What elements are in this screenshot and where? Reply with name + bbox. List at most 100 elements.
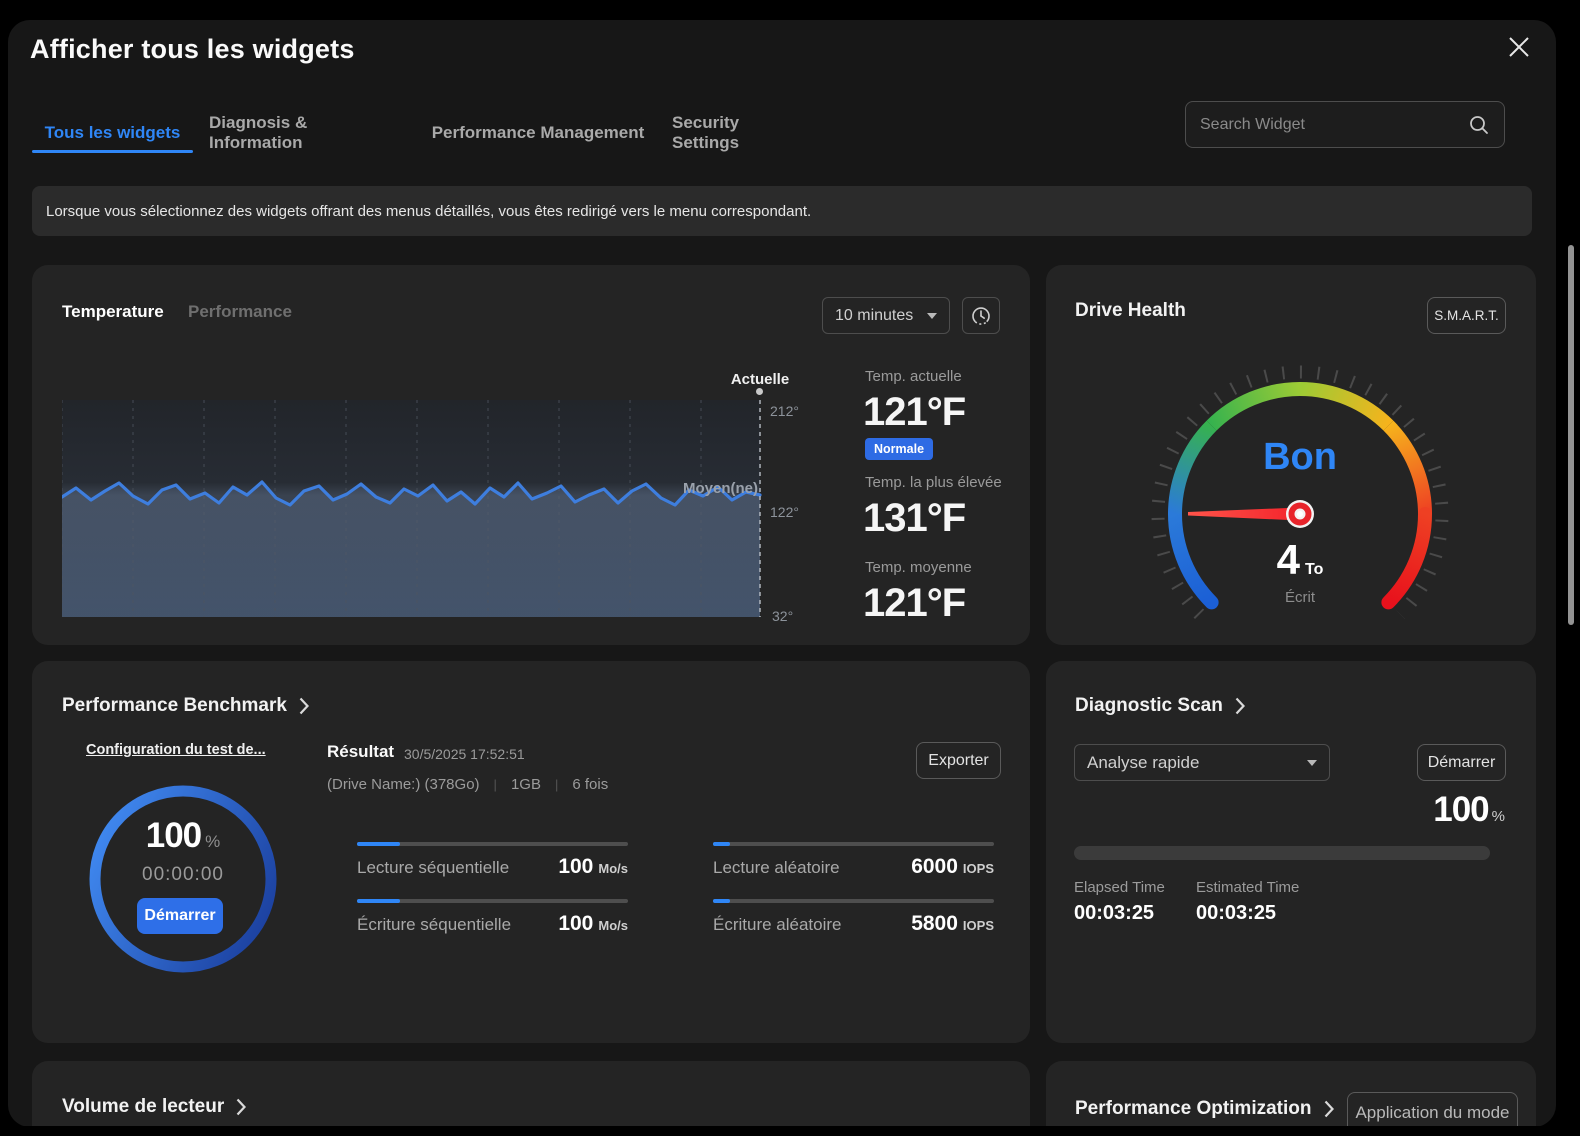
benchmark-timer: 00:00:00	[98, 864, 268, 886]
chevron-right-icon	[299, 697, 309, 715]
progress-track	[357, 899, 628, 903]
drive-health-title: Drive Health	[1075, 300, 1186, 322]
highest-temp-value: 131°F	[863, 498, 965, 538]
smart-button[interactable]: S.M.A.R.T.	[1427, 297, 1506, 334]
performance-tab[interactable]: Performance	[188, 302, 292, 322]
metric-label: Écriture aléatoire	[713, 915, 911, 935]
window-bottom-edge	[0, 1126, 1580, 1136]
estimated-time-label: Estimated Time	[1196, 879, 1299, 896]
benchmark-title-row[interactable]: Performance Benchmark	[62, 695, 309, 717]
drive-health-status: Bon	[1200, 436, 1400, 479]
separator: |	[555, 777, 558, 792]
benchmark-start-button[interactable]: Démarrer	[137, 898, 223, 934]
drive-written-total: 4 To	[1200, 540, 1400, 580]
average-temp-value: 121°F	[863, 583, 965, 623]
refresh-interval-button[interactable]	[962, 297, 1000, 334]
result-timestamp: 30/5/2025 17:52:51	[404, 746, 525, 762]
metric-value: 100	[558, 855, 593, 879]
chevron-right-icon	[1235, 697, 1245, 715]
progress-fill	[357, 899, 400, 903]
average-temp-label: Temp. moyenne	[865, 559, 972, 576]
progress-track	[357, 842, 628, 846]
progress-track	[713, 899, 994, 903]
chart-area-fill	[62, 482, 760, 617]
metric-rand-read: Lecture aléatoire 6000 IOPS	[713, 842, 994, 879]
written-unit: To	[1305, 561, 1323, 579]
result-drive-info: (Drive Name:) (378Go)	[327, 776, 480, 793]
optimization-title-row[interactable]: Performance Optimization	[1075, 1098, 1334, 1120]
axis-tick-122: 122°	[770, 504, 799, 520]
result-iterations-info: 6 fois	[572, 776, 608, 793]
metric-seq-write: Écriture séquentielle 100 Mo/s	[357, 899, 628, 936]
diagnostic-progress-bar	[1074, 846, 1490, 860]
close-button[interactable]	[1504, 32, 1534, 62]
chevron-right-icon	[236, 1098, 246, 1116]
optimization-title: Performance Optimization	[1075, 1098, 1312, 1120]
benchmark-percent-unit: %	[205, 832, 220, 851]
metric-unit: IOPS	[963, 861, 994, 876]
current-temp-label: Temp. actuelle	[865, 368, 962, 385]
interval-dropdown[interactable]: 10 minutes	[822, 297, 950, 334]
diagnostic-title-row[interactable]: Diagnostic Scan	[1075, 695, 1245, 717]
chevron-right-icon	[1324, 1100, 1334, 1118]
tab-security-settings[interactable]: Security Settings	[672, 112, 808, 153]
search-icon[interactable]	[1468, 114, 1490, 136]
current-marker-label: Actuelle	[705, 371, 815, 388]
benchmark-percent-value: 100	[146, 816, 201, 855]
export-button[interactable]: Exporter	[916, 742, 1001, 779]
separator: |	[494, 777, 497, 792]
gauge-needle	[1188, 508, 1300, 521]
written-label: Écrit	[1200, 589, 1400, 606]
metric-unit: Mo/s	[598, 918, 628, 933]
diagnostic-title: Diagnostic Scan	[1075, 695, 1223, 717]
temperature-tab[interactable]: Temperature	[62, 302, 164, 322]
progress-track	[713, 842, 994, 846]
series-label: Moyen(ne)	[640, 480, 758, 497]
benchmark-percent: 100%	[98, 816, 268, 856]
result-info-row: (Drive Name:) (378Go) | 1GB | 6 fois	[327, 776, 608, 793]
volume-title: Volume de lecteur	[62, 1096, 224, 1118]
volume-title-row[interactable]: Volume de lecteur	[62, 1096, 246, 1118]
metric-label: Lecture séquentielle	[357, 858, 558, 878]
axis-tick-212: 212°	[770, 403, 799, 419]
metric-value: 100	[558, 912, 593, 936]
scrollbar-thumb[interactable]	[1568, 245, 1574, 625]
active-tab-underline	[32, 150, 193, 153]
scan-mode-value: Analyse rapide	[1087, 753, 1307, 773]
search-input[interactable]	[1200, 116, 1468, 134]
close-icon	[1506, 34, 1532, 60]
current-temp-value: 121°F	[863, 392, 965, 432]
chevron-down-icon	[927, 313, 937, 319]
current-marker-dot	[756, 388, 763, 395]
info-banner: Lorsque vous sélectionnez des widgets of…	[32, 186, 1532, 236]
diagnostic-percent: 100%	[1330, 790, 1505, 830]
clock-history-icon	[970, 305, 992, 327]
result-size-info: 1GB	[511, 776, 541, 793]
benchmark-config-link[interactable]: Configuration du test de...	[86, 742, 266, 758]
metric-value: 6000	[911, 855, 958, 879]
chevron-down-icon	[1307, 760, 1317, 766]
metric-value: 5800	[911, 912, 958, 936]
tab-tous-les-widgets[interactable]: Tous les widgets	[32, 112, 193, 153]
progress-fill	[713, 842, 730, 846]
metric-unit: IOPS	[963, 918, 994, 933]
metric-label: Lecture aléatoire	[713, 858, 911, 878]
highest-temp-label: Temp. la plus élevée	[865, 474, 1002, 491]
diagnostic-start-button[interactable]: Démarrer	[1417, 744, 1506, 781]
temperature-chart	[62, 400, 772, 617]
tab-diagnosis-information[interactable]: Diagnosis & Information	[209, 112, 401, 153]
result-label: Résultat	[327, 742, 394, 762]
progress-fill	[713, 899, 730, 903]
tab-performance-management[interactable]: Performance Management	[430, 112, 646, 153]
progress-fill	[357, 842, 400, 846]
metric-rand-write: Écriture aléatoire 5800 IOPS	[713, 899, 994, 936]
app-window: Afficher tous les widgets Tous les widge…	[0, 0, 1580, 1136]
scan-mode-dropdown[interactable]: Analyse rapide	[1074, 744, 1330, 781]
diagnostic-percent-unit: %	[1492, 808, 1505, 825]
elapsed-time-label: Elapsed Time	[1074, 879, 1165, 896]
metric-label: Écriture séquentielle	[357, 915, 558, 935]
metric-unit: Mo/s	[598, 861, 628, 876]
estimated-time-value: 00:03:25	[1196, 902, 1276, 925]
metric-seq-read: Lecture séquentielle 100 Mo/s	[357, 842, 628, 879]
written-value: 4	[1277, 540, 1300, 580]
